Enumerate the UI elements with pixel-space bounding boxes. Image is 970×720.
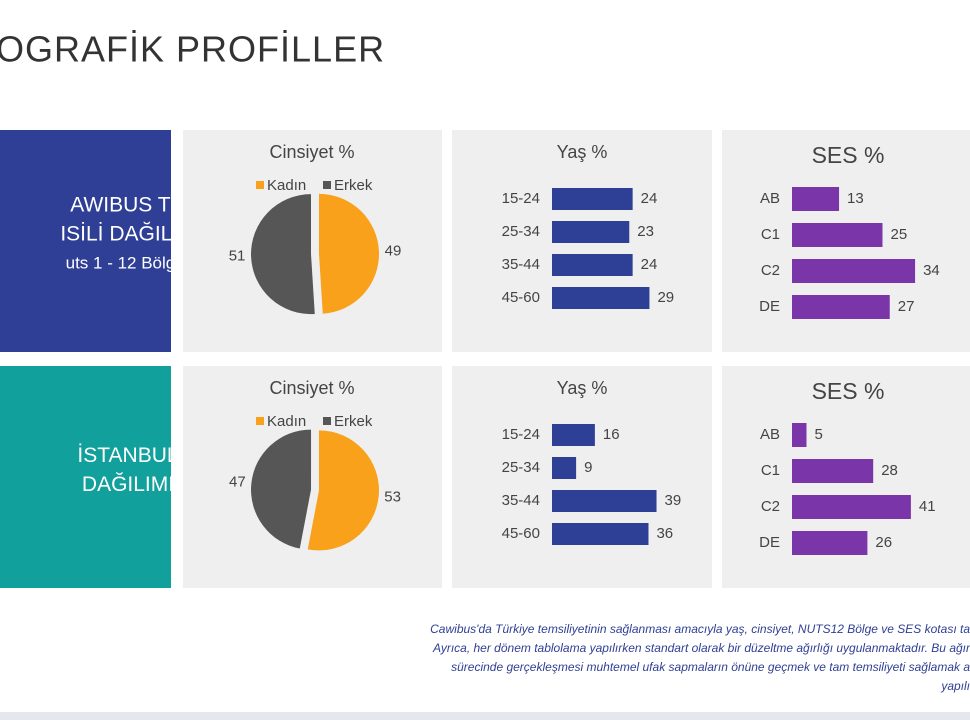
data-label: 39 xyxy=(665,492,682,509)
bar xyxy=(792,423,807,447)
category-label: C2 xyxy=(761,498,780,515)
footnote: yapılı xyxy=(940,679,970,693)
panel-text: ISİLİ DAĞILIM xyxy=(60,223,195,246)
chart-title: SES % xyxy=(812,142,885,168)
category-label: C1 xyxy=(761,226,780,243)
category-label: 35-44 xyxy=(502,256,540,273)
bar xyxy=(552,254,633,276)
chart-title: Cinsiyet % xyxy=(269,142,354,162)
legend-swatch xyxy=(256,417,264,425)
legend-label: Erkek xyxy=(334,177,373,194)
data-label: 27 xyxy=(898,298,915,315)
pie-slice xyxy=(251,194,315,315)
bar xyxy=(552,424,595,446)
data-label: 24 xyxy=(641,190,658,207)
bar xyxy=(552,523,649,545)
legend-swatch xyxy=(256,181,264,189)
bar xyxy=(792,459,874,483)
panel xyxy=(0,366,171,588)
data-label: 16 xyxy=(603,426,620,443)
category-label: C2 xyxy=(761,262,780,279)
data-label: 5 xyxy=(815,426,823,443)
bar xyxy=(792,187,840,211)
data-label: 51 xyxy=(229,247,246,264)
bar xyxy=(792,223,883,247)
bar xyxy=(552,287,650,309)
category-label: 15-24 xyxy=(502,426,540,443)
data-label: 25 xyxy=(891,226,908,243)
category-label: AB xyxy=(760,426,780,443)
category-label: DE xyxy=(759,534,780,551)
data-label: 47 xyxy=(229,474,246,491)
panel-text: İSTANBUL xyxy=(77,444,178,467)
category-label: 45-60 xyxy=(502,289,540,306)
pie-slice xyxy=(318,193,379,314)
category-label: C1 xyxy=(761,462,780,479)
chart-title: Yaş % xyxy=(557,142,608,162)
category-label: 15-24 xyxy=(502,190,540,207)
data-label: 26 xyxy=(875,534,892,551)
panel-text: AWIBUS TR xyxy=(70,194,186,217)
category-label: 35-44 xyxy=(502,492,540,509)
chart-title: SES % xyxy=(812,378,885,404)
slide-title: OGRAFİK PROFİLLER xyxy=(0,29,385,70)
category-label: 25-34 xyxy=(502,459,540,476)
chart-title: Yaş % xyxy=(557,378,608,398)
bar xyxy=(792,295,890,319)
category-label: 45-60 xyxy=(502,525,540,542)
bar xyxy=(552,221,630,243)
bar xyxy=(792,259,916,283)
category-label: 25-34 xyxy=(502,223,540,240)
data-label: 36 xyxy=(656,525,673,542)
bar xyxy=(552,188,633,210)
category-label: DE xyxy=(759,298,780,315)
data-label: 29 xyxy=(657,289,674,306)
data-label: 13 xyxy=(847,190,864,207)
data-label: 24 xyxy=(641,256,658,273)
category-label: AB xyxy=(760,190,780,207)
data-label: 41 xyxy=(919,498,936,515)
legend-label: Kadın xyxy=(267,177,306,194)
data-label: 28 xyxy=(881,462,898,479)
data-label: 34 xyxy=(923,262,940,279)
chart-panel xyxy=(183,366,442,588)
panel-text: uts 1 - 12 Bölge) xyxy=(66,253,191,272)
chart-title: Cinsiyet % xyxy=(269,378,354,398)
bar xyxy=(552,490,657,512)
panel-text: DAĞILIMI xyxy=(82,473,174,496)
footnote: Cawibus'da Türkiye temsiliyetinin sağlan… xyxy=(430,622,970,636)
data-label: 23 xyxy=(637,223,654,240)
chart-panel xyxy=(452,366,712,588)
bottom-strip xyxy=(0,712,970,720)
pie-slice xyxy=(251,429,312,549)
legend-label: Kadın xyxy=(267,413,306,430)
bar xyxy=(792,531,868,555)
chart-panel xyxy=(183,130,442,352)
bar xyxy=(792,495,911,519)
legend-swatch xyxy=(323,417,331,425)
data-label: 9 xyxy=(584,459,592,476)
legend-swatch xyxy=(323,181,331,189)
footnote: Ayrıca, her dönem tablolama yapılırken s… xyxy=(432,641,970,655)
panel xyxy=(0,130,171,352)
legend-label: Erkek xyxy=(334,413,373,430)
footnote: sürecinde gerçekleşmesi muhtemel ufak sa… xyxy=(451,660,970,674)
bar xyxy=(552,457,577,479)
data-label: 49 xyxy=(385,243,402,260)
pie-slice xyxy=(307,430,379,551)
data-label: 53 xyxy=(384,488,401,505)
